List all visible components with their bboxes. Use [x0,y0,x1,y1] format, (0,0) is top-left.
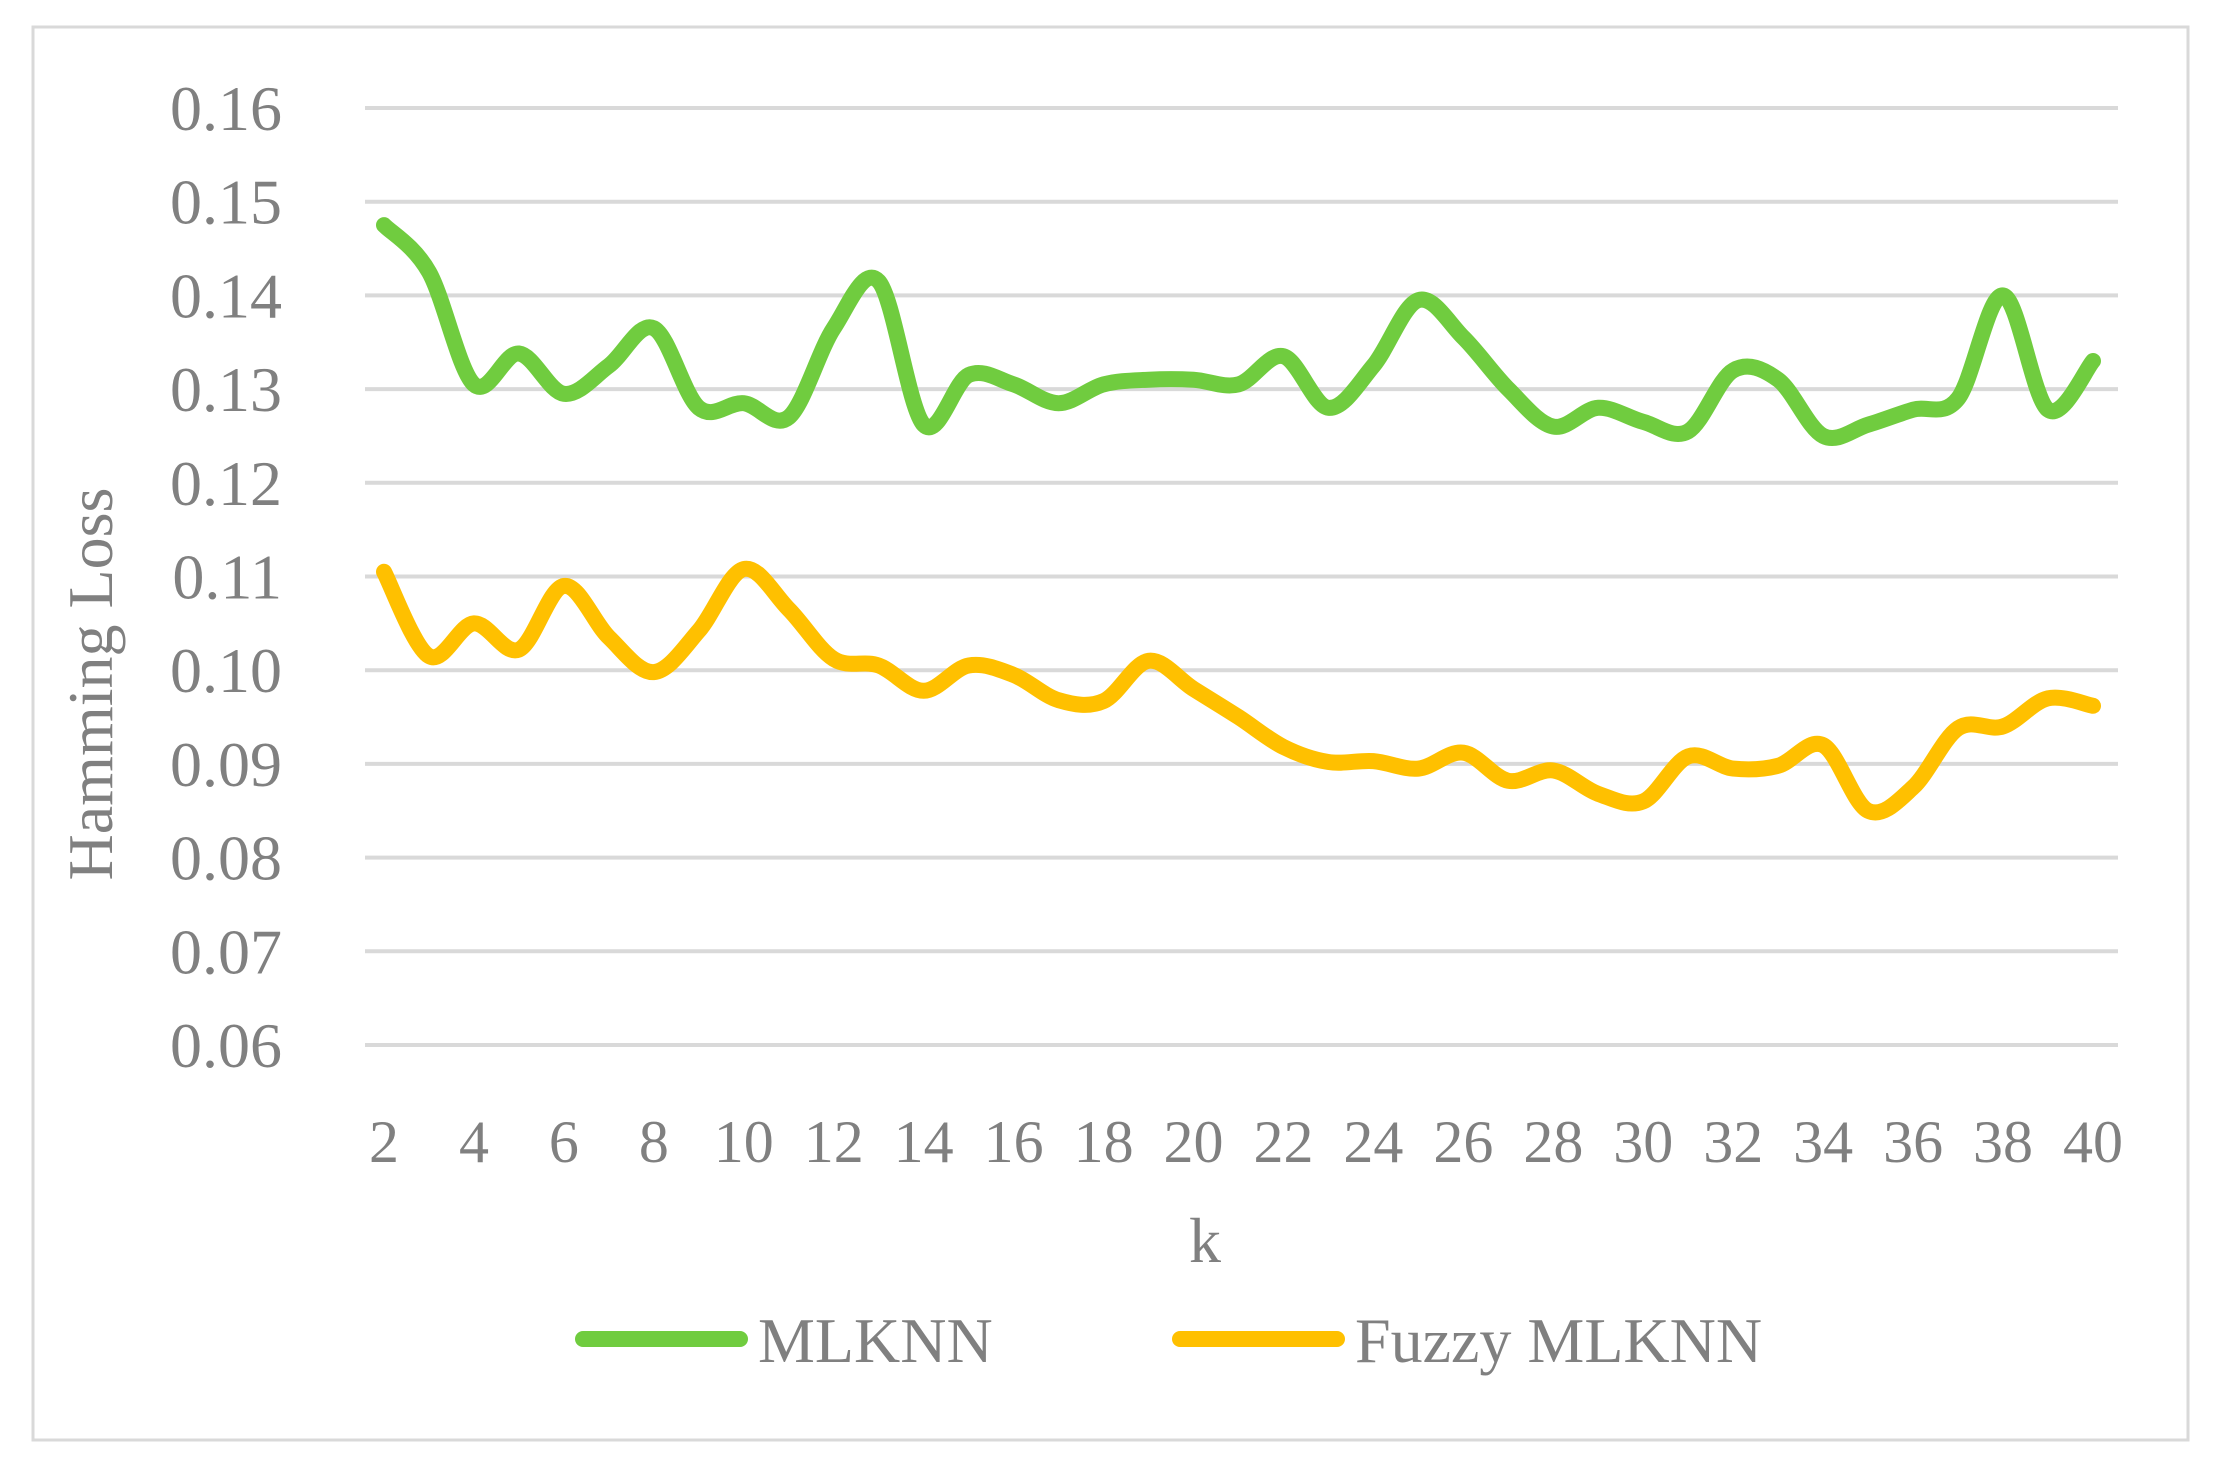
x-tick-label: 36 [1883,1109,1943,1175]
legend-label-fuzzy-mlknn: Fuzzy MLKNN [1355,1305,1762,1376]
x-tick-label: 26 [1433,1109,1493,1175]
y-tick-label: 0.06 [170,1010,282,1081]
y-tick-label: 0.09 [170,729,282,800]
series-line-mlknn [376,217,2101,446]
x-axis-tick-labels: 2 4 6 8 10 12 14 16 18 20 22 24 26 28 30 32 34 36 38 40 [369,1109,2123,1175]
x-tick-label: 2 [369,1109,399,1175]
legend: MLKNN Fuzzy MLKNN [575,1305,1762,1376]
series-line-fuzzy-mlknn [376,560,2101,821]
x-tick-label: 8 [639,1109,669,1175]
x-tick-label: 30 [1613,1109,1673,1175]
y-axis-tick-labels: 0.06 0.07 0.08 0.09 0.10 0.11 0.12 0.13 0.14 0.15… [170,73,282,1081]
series-lines [376,217,2101,821]
x-tick-label: 34 [1793,1109,1853,1175]
y-tick-label: 0.15 [170,167,282,238]
legend-label-mlknn: MLKNN [758,1305,993,1376]
y-tick-label: 0.10 [170,635,282,706]
y-tick-label: 0.12 [170,448,282,519]
y-tick-label: 0.08 [170,823,282,894]
chart-border [31,25,2190,1442]
y-tick-label: 0.14 [170,260,282,331]
x-tick-label: 28 [1523,1109,1583,1175]
x-tick-label: 38 [1973,1109,2033,1175]
y-tick-label: 0.16 [170,73,282,144]
y-tick-label: 0.07 [170,916,282,987]
x-tick-label: 24 [1343,1109,1403,1175]
x-tick-label: 40 [2063,1109,2123,1175]
x-tick-label: 16 [984,1109,1044,1175]
x-tick-label: 22 [1253,1109,1313,1175]
x-tick-label: 14 [894,1109,954,1175]
x-tick-label: 18 [1074,1109,1134,1175]
x-tick-label: 4 [459,1109,489,1175]
x-axis-title: k [1189,1205,1221,1276]
x-tick-label: 32 [1703,1109,1763,1175]
x-tick-label: 10 [714,1109,774,1175]
x-tick-label: 12 [804,1109,864,1175]
y-tick-label: 0.11 [172,542,282,613]
x-tick-label: 20 [1164,1109,1224,1175]
x-tick-label: 6 [549,1109,579,1175]
y-tick-label: 0.13 [170,354,282,425]
y-axis-title: Hamming Loss [55,488,126,881]
